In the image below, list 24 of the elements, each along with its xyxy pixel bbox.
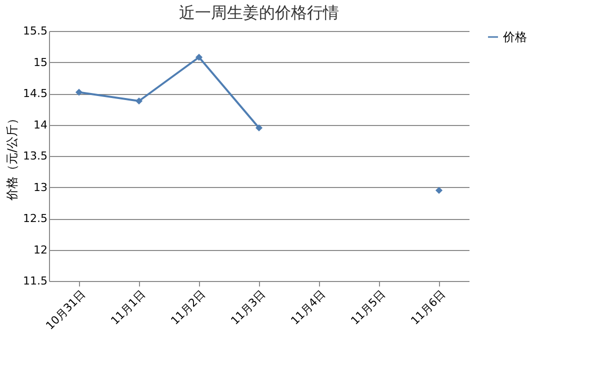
x-tick-label: 11月1日	[108, 288, 148, 328]
point	[255, 124, 263, 132]
x-tick-label: 11月3日	[228, 288, 268, 328]
point	[195, 54, 203, 61]
y-tick-label: 14.5	[23, 87, 48, 100]
point	[135, 97, 143, 105]
x-tick-label: 10月31日	[43, 288, 88, 332]
point	[435, 186, 443, 194]
y-tick-label: 15	[34, 56, 48, 69]
y-tick-label: 12.5	[23, 212, 48, 225]
point	[75, 88, 83, 96]
x-tick-label: 11月2日	[168, 288, 208, 328]
y-tick-label: 15.5	[23, 24, 48, 38]
y-tick-label: 11.5	[23, 274, 48, 288]
y-tick-label: 13	[34, 180, 48, 194]
y-tick-label: 13.5	[23, 150, 48, 162]
legend-label: 价格	[502, 30, 527, 44]
x-tick-label: 11月6日	[408, 288, 448, 328]
x-tick-label: 11月4日	[288, 288, 328, 328]
y-axis-title: 价格（元/公斤）	[5, 112, 20, 202]
y-tick-label: 14	[34, 118, 48, 132]
x-tick-label: 11月5日	[348, 288, 388, 328]
y-tick-label: 12	[34, 243, 48, 256]
chart-title: 近一周生姜的价格行情	[179, 3, 339, 22]
